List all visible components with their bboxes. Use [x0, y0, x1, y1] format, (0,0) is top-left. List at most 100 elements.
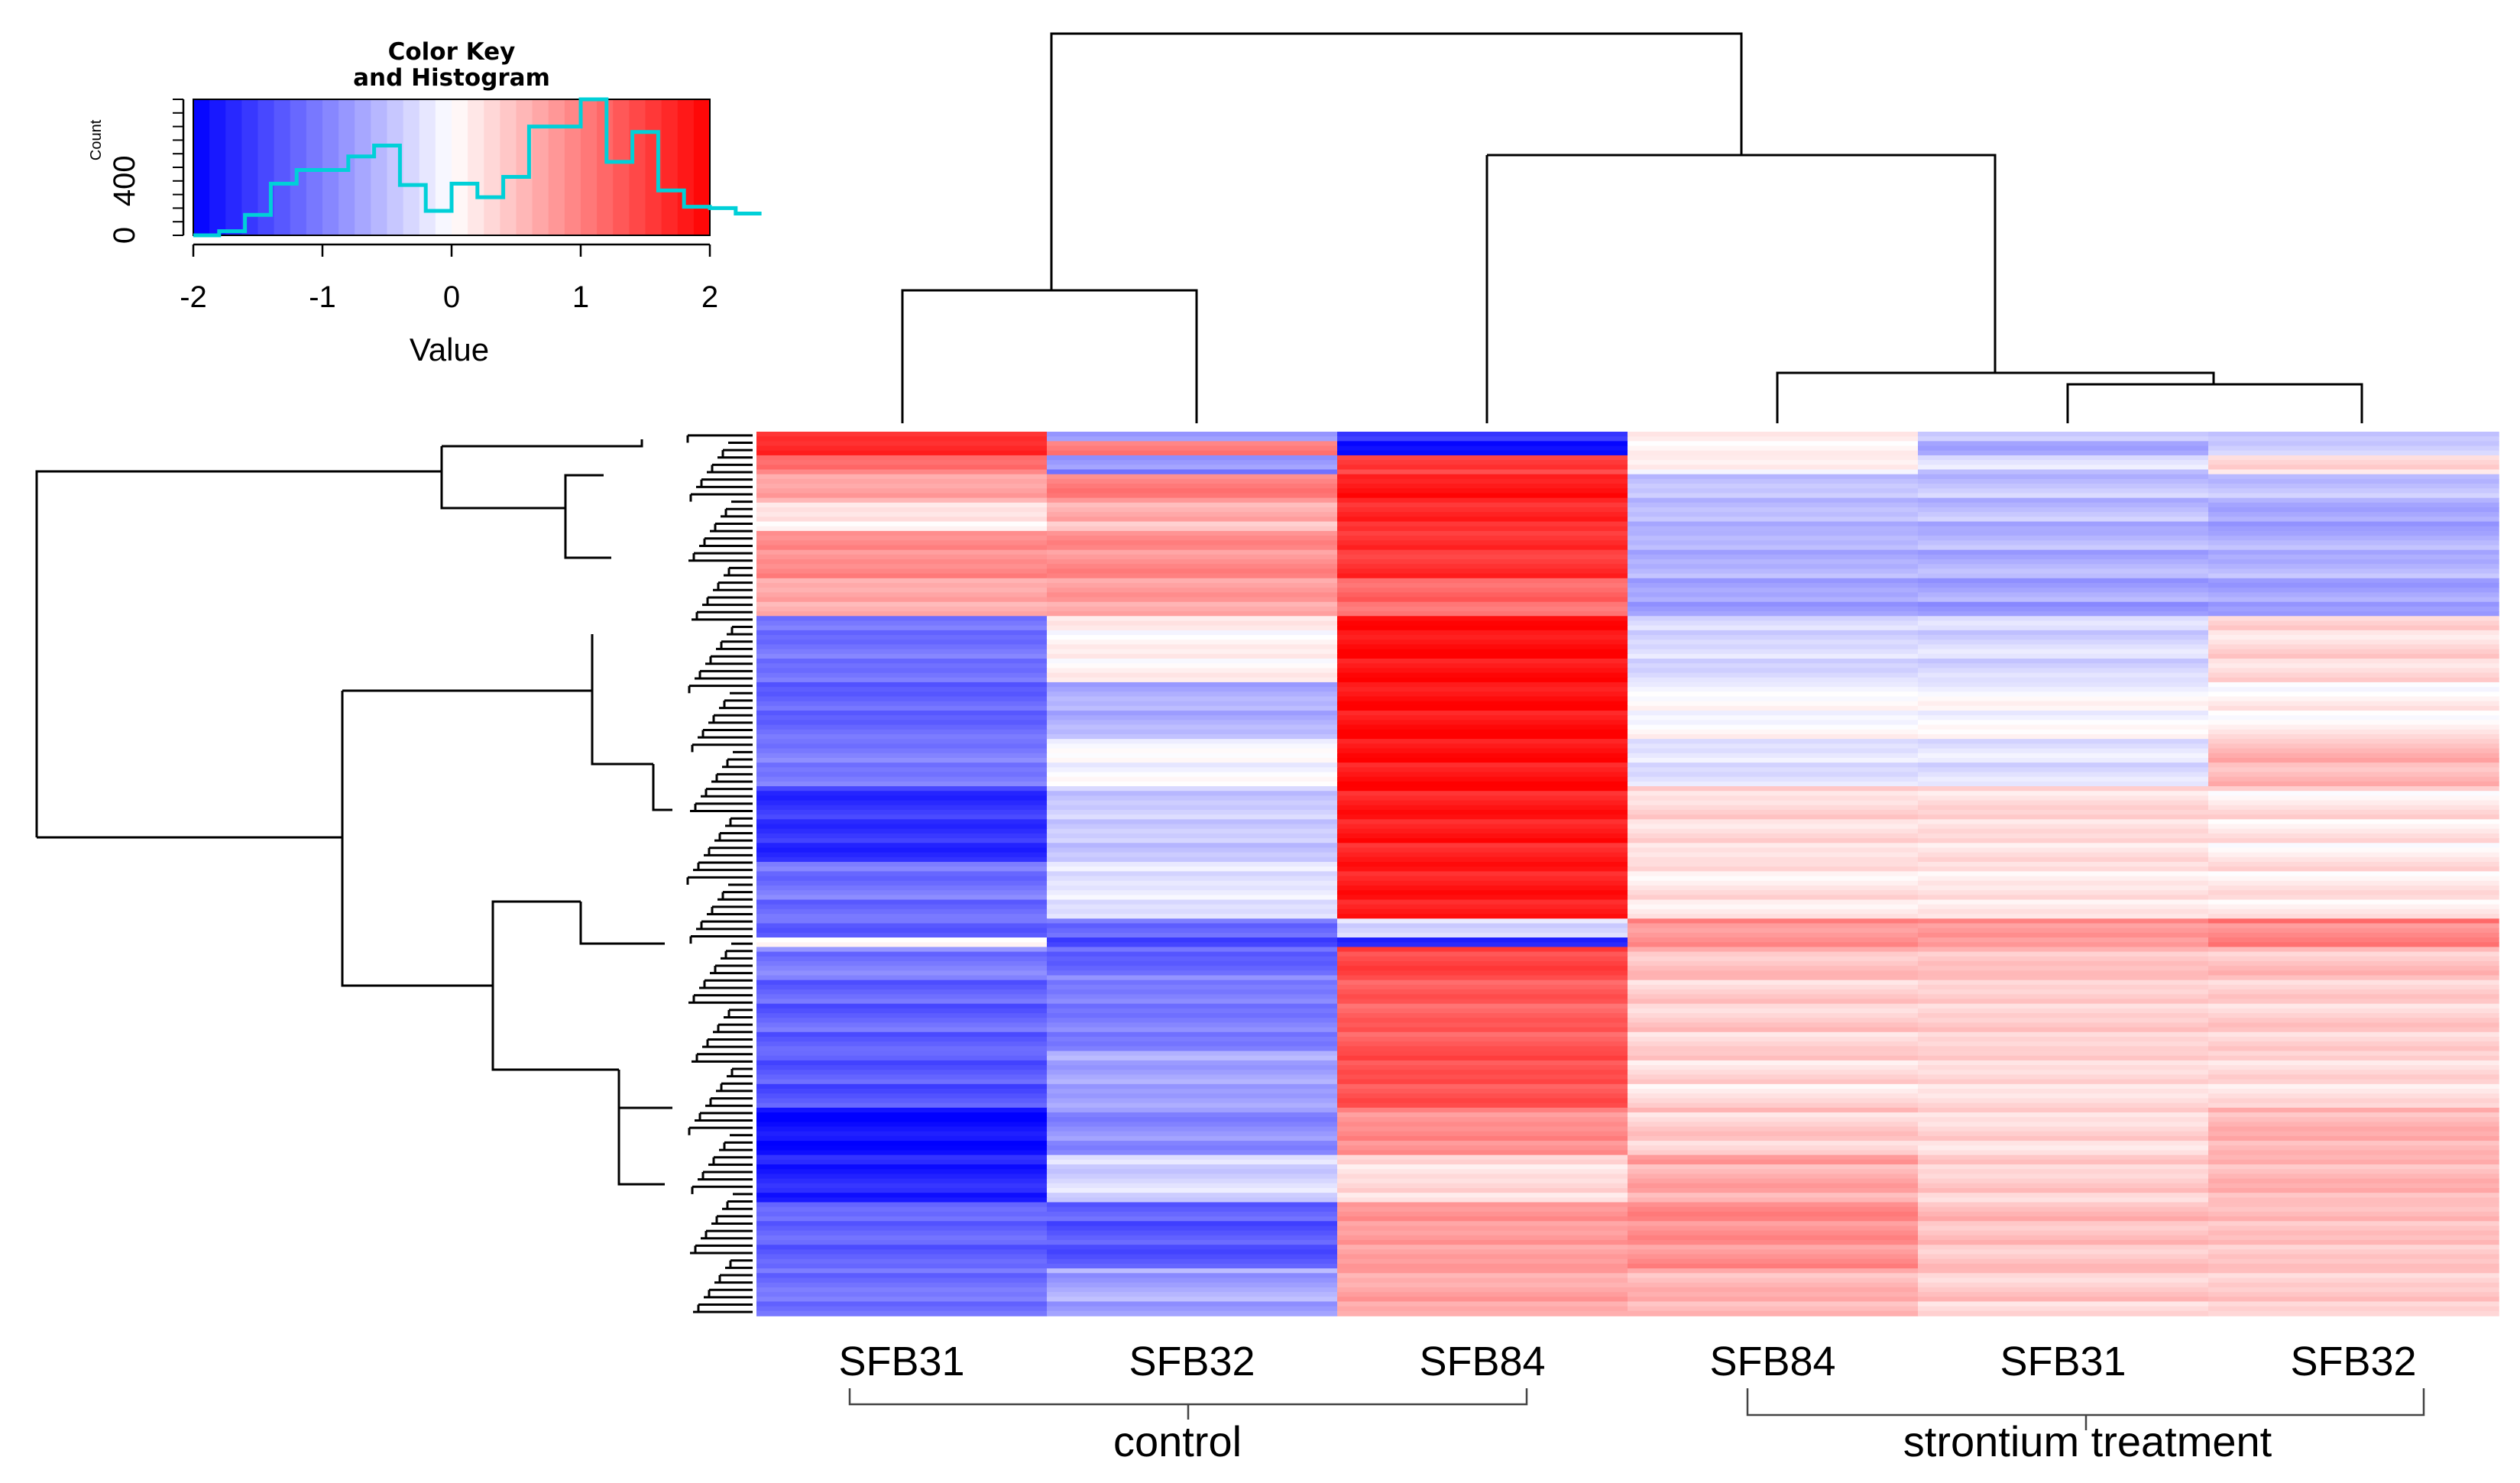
heatmap-cell — [1628, 663, 1919, 669]
color-key-strip — [548, 99, 565, 235]
color-key-strip — [306, 99, 323, 235]
heatmap-cell — [2208, 733, 2499, 740]
heatmap-cell — [2208, 588, 2499, 594]
heatmap-cell — [1047, 484, 1338, 490]
heatmap-cell — [2208, 526, 2499, 532]
heatmap-cell — [2208, 833, 2499, 839]
heatmap-cell — [1918, 862, 2209, 868]
heatmap-cell — [1628, 928, 1919, 934]
heatmap-cell — [756, 928, 1048, 934]
heatmap-cell — [2208, 512, 2499, 518]
heatmap-cell — [1628, 1292, 1919, 1298]
heatmap-cell — [1337, 691, 1628, 698]
heatmap-cell — [1047, 478, 1338, 484]
heatmap-cell — [1337, 1292, 1628, 1298]
heatmap-cell — [1628, 757, 1919, 763]
color-key-x-tick-label: -1 — [309, 280, 336, 314]
heatmap-cell — [1047, 601, 1338, 607]
heatmap-cell — [1337, 592, 1628, 598]
heatmap-cell — [1047, 573, 1338, 579]
heatmap-cell — [1047, 763, 1338, 769]
heatmap-cell — [1337, 1027, 1628, 1033]
heatmap-cell — [756, 824, 1048, 830]
heatmap-cell — [1628, 564, 1919, 570]
heatmap-cell — [1628, 649, 1919, 655]
heatmap-cell — [1047, 989, 1338, 996]
heatmap-cell — [1047, 843, 1338, 849]
heatmap-cell — [1337, 653, 1628, 659]
color-key-ylabel: Count — [88, 119, 105, 160]
heatmap-cell — [1918, 682, 2209, 688]
heatmap-cell — [1337, 1145, 1628, 1151]
heatmap-cell — [1047, 578, 1338, 584]
heatmap-cell — [756, 776, 1048, 782]
heatmap-cell — [1918, 1018, 2209, 1024]
heatmap-cell — [1628, 701, 1919, 707]
heatmap-cell — [1918, 625, 2209, 631]
heatmap-cell — [1918, 828, 2209, 834]
heatmap-cell — [1628, 805, 1919, 811]
heatmap-cell — [2208, 1230, 2499, 1236]
heatmap-cell — [1337, 687, 1628, 693]
heatmap-cell — [1628, 1178, 1919, 1184]
heatmap-cell — [756, 1193, 1048, 1199]
heatmap-cell — [756, 1126, 1048, 1132]
heatmap-cell — [756, 478, 1048, 484]
heatmap-cell — [1337, 441, 1628, 447]
heatmap-cell — [1047, 970, 1338, 976]
heatmap-cell — [1918, 478, 2209, 484]
heatmap-cell — [2208, 1003, 2499, 1009]
heatmap-cell — [756, 441, 1048, 447]
heatmap-cell — [1628, 588, 1919, 594]
heatmap-cell — [1918, 1098, 2209, 1104]
color-key-y-tick-label: 400 — [108, 155, 141, 206]
heatmap-cell — [2208, 1164, 2499, 1170]
heatmap-cell — [756, 507, 1048, 513]
heatmap-cell — [2208, 795, 2499, 801]
heatmap-cell — [1918, 720, 2209, 726]
heatmap-cell — [1918, 1041, 2209, 1047]
heatmap-cell — [756, 791, 1048, 797]
heatmap-cell — [1337, 1245, 1628, 1251]
heatmap-cell — [756, 1273, 1048, 1279]
heatmap-cell — [756, 592, 1048, 598]
heatmap-cell — [756, 1145, 1048, 1151]
heatmap-cell — [1918, 1093, 2209, 1099]
color-key-y-tick-label: 0 — [108, 227, 141, 244]
heatmap-cell — [1047, 715, 1338, 721]
heatmap-cell — [1337, 1008, 1628, 1014]
heatmap-cell — [2208, 739, 2499, 745]
heatmap-cell — [756, 432, 1048, 437]
heatmap-cell — [1047, 937, 1338, 944]
heatmap-cell — [756, 819, 1048, 825]
heatmap-cell — [756, 1258, 1048, 1264]
heatmap-cell — [2208, 455, 2499, 461]
heatmap-cell — [2208, 1301, 2499, 1307]
heatmap-cell — [2208, 592, 2499, 598]
heatmap-cell — [1918, 611, 2209, 617]
heatmap-cell — [1918, 1135, 2209, 1141]
heatmap-cell — [1918, 800, 2209, 806]
heatmap-cell — [1047, 1197, 1338, 1203]
heatmap-cell — [1337, 753, 1628, 759]
heatmap-cell — [2208, 635, 2499, 641]
heatmap-cell — [1047, 597, 1338, 603]
heatmap-cell — [1337, 564, 1628, 570]
heatmap-cell — [2208, 1098, 2499, 1104]
heatmap-cell — [2208, 705, 2499, 711]
heatmap-cell — [1047, 1226, 1338, 1232]
heatmap-cell — [1628, 966, 1919, 972]
heatmap-cell — [1047, 635, 1338, 641]
heatmap-cell — [756, 502, 1048, 508]
color-key-x-tick-label: -2 — [180, 280, 207, 314]
heatmap-cell — [1628, 1055, 1919, 1061]
heatmap-cell — [1628, 843, 1919, 849]
heatmap-cell — [756, 455, 1048, 461]
heatmap-cell — [1918, 469, 2209, 475]
heatmap-cell — [2208, 1268, 2499, 1274]
heatmap-cell — [756, 559, 1048, 565]
heatmap-cell — [2208, 568, 2499, 575]
heatmap-cell — [1918, 914, 2209, 920]
heatmap-cell — [1337, 1178, 1628, 1184]
heatmap-cell — [1628, 908, 1919, 915]
